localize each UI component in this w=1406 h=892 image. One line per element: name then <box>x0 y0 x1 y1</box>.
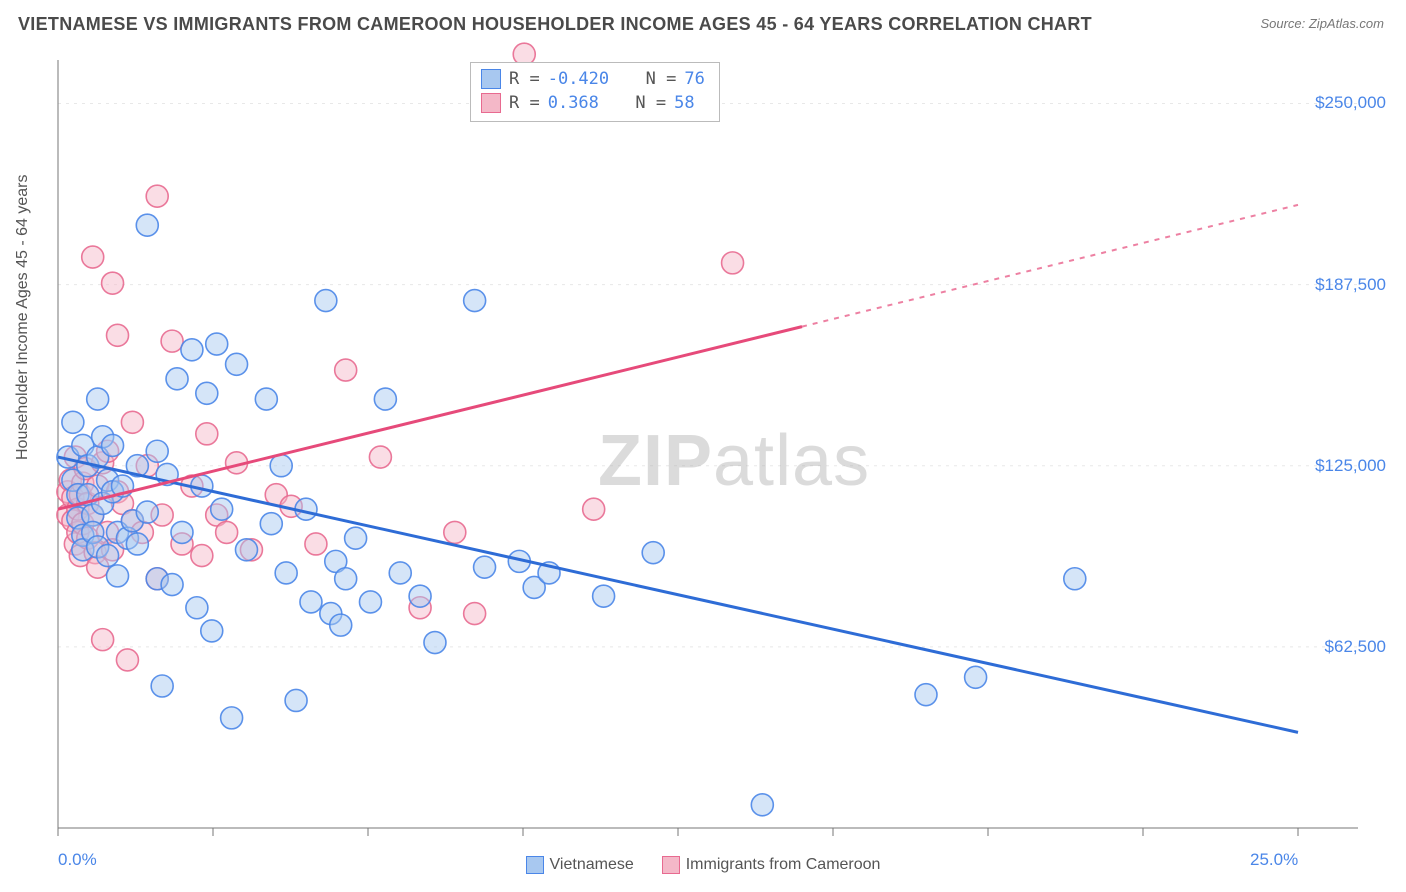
watermark: ZIPatlas <box>598 420 870 502</box>
legend-label-blue: Vietnamese <box>550 856 634 874</box>
legend-swatch-blue <box>526 856 544 874</box>
legend-item-blue: Vietnamese <box>526 856 634 874</box>
x-tick-label: 25.0% <box>1250 850 1298 870</box>
stats-swatch <box>481 93 501 113</box>
legend-item-pink: Immigrants from Cameroon <box>662 856 881 874</box>
chart-root: VIETNAMESE VS IMMIGRANTS FROM CAMEROON H… <box>0 0 1406 892</box>
legend-label-pink: Immigrants from Cameroon <box>686 856 881 874</box>
stats-row: R = 0.368 N = 58 <box>481 91 705 115</box>
legend-swatch-pink <box>662 856 680 874</box>
y-tick-label: $250,000 <box>1315 93 1386 113</box>
series-legend: Vietnamese Immigrants from Cameroon <box>0 856 1406 874</box>
stats-legend-box: R = -0.420 N = 76 R = 0.368 N = 58 <box>470 62 720 122</box>
y-tick-label: $125,000 <box>1315 456 1386 476</box>
y-tick-label: $187,500 <box>1315 275 1386 295</box>
stats-swatch <box>481 69 501 89</box>
y-tick-label: $62,500 <box>1325 637 1386 657</box>
x-tick-label: 0.0% <box>58 850 97 870</box>
stats-row: R = -0.420 N = 76 <box>481 67 705 91</box>
